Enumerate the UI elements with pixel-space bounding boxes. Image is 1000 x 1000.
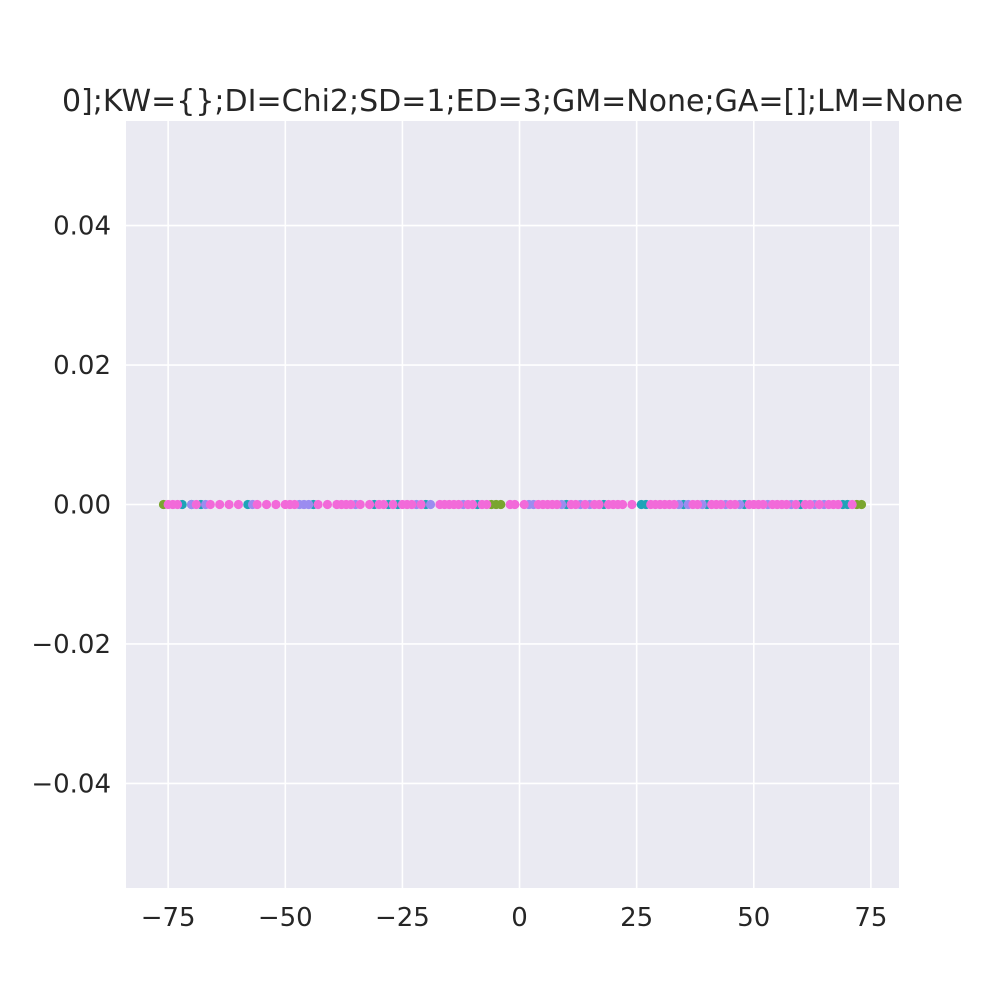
data-points	[158, 499, 867, 510]
data-point	[322, 499, 333, 510]
y-tick-label: −0.02	[31, 630, 111, 660]
x-tick-label: 0	[511, 903, 528, 933]
x-tick-label: −25	[375, 903, 430, 933]
data-point	[594, 499, 604, 510]
x-tick-label: −50	[258, 903, 313, 933]
data-point	[496, 499, 506, 510]
data-point	[617, 499, 628, 510]
data-point	[355, 499, 365, 510]
data-point	[313, 499, 323, 510]
data-point	[454, 499, 464, 510]
data-point	[692, 499, 703, 510]
data-point	[407, 499, 417, 510]
x-tick-label: −75	[141, 903, 196, 933]
y-tick-label: 0.04	[53, 212, 111, 242]
data-point	[233, 499, 244, 510]
data-point	[552, 499, 562, 510]
data-point	[425, 499, 436, 510]
data-point	[346, 499, 356, 510]
data-point	[669, 499, 679, 510]
data-point	[519, 499, 529, 510]
data-point	[814, 499, 824, 510]
data-point	[304, 499, 314, 510]
x-tick-label: 50	[737, 903, 770, 933]
data-point	[716, 499, 726, 510]
data-point	[571, 499, 581, 510]
data-point	[388, 499, 398, 510]
data-point	[482, 499, 492, 510]
data-point	[847, 499, 857, 510]
data-point	[191, 499, 201, 510]
y-tick-label: −0.04	[31, 769, 111, 799]
data-point	[468, 499, 478, 510]
data-point	[205, 499, 215, 510]
data-point	[416, 499, 426, 510]
data-point	[215, 499, 225, 510]
data-point	[261, 499, 272, 510]
data-point	[379, 499, 389, 510]
data-point	[290, 499, 300, 510]
y-axis-ticks: 0.04 0.02 0.00 −0.02 −0.04	[31, 212, 111, 800]
data-point	[791, 499, 801, 510]
data-point	[805, 499, 815, 510]
data-point	[365, 499, 375, 510]
data-point	[224, 499, 234, 510]
data-point	[580, 499, 590, 510]
y-tick-label: 0.02	[53, 351, 111, 381]
x-tick-label: 75	[854, 903, 887, 933]
data-point	[758, 499, 768, 510]
data-point	[730, 499, 740, 510]
data-point	[252, 499, 262, 510]
x-axis-ticks: −75 −50 −25 0 25 50 75	[141, 903, 888, 933]
data-point	[172, 499, 183, 510]
data-point	[510, 499, 520, 510]
data-point	[781, 499, 792, 510]
data-point	[833, 499, 843, 510]
y-tick-label: 0.00	[53, 491, 111, 521]
x-tick-label: 25	[620, 903, 653, 933]
data-point	[627, 499, 637, 510]
chart-title: 0];KW={};DI=Chi2;SD=1;ED=3;GM=None;GA=[]…	[62, 84, 963, 119]
data-point	[271, 499, 281, 510]
